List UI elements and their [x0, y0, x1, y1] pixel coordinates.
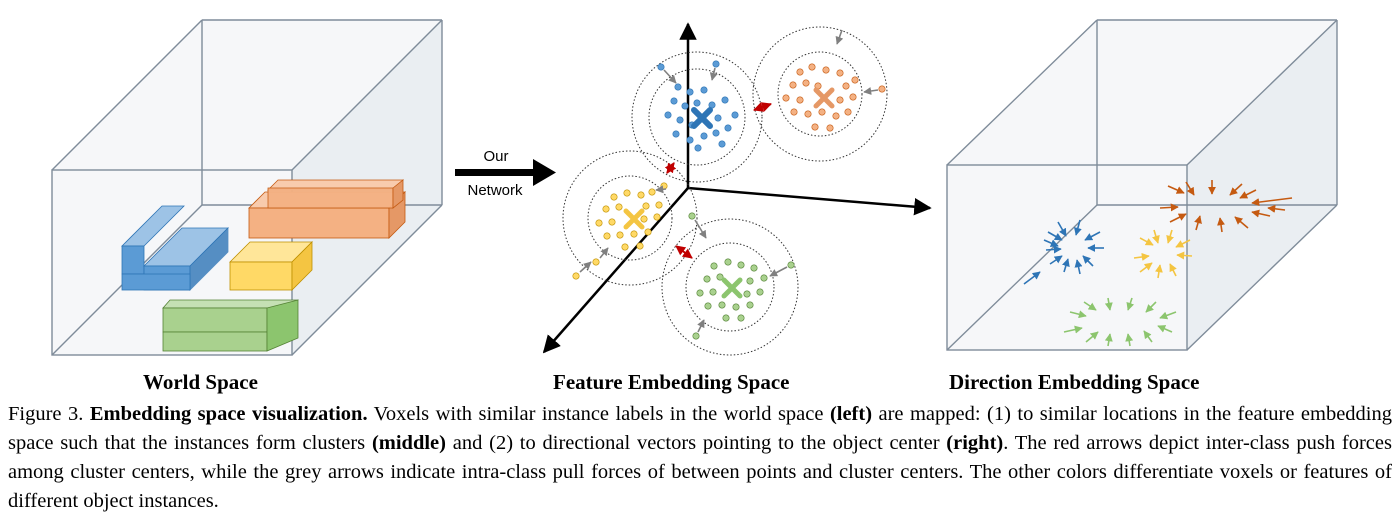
caption-text-1: Voxels with similar instance labels in t… [367, 403, 830, 425]
caption-title: Embedding space visualization. [89, 403, 368, 425]
caption-middle: (middle) [371, 432, 446, 454]
green-cluster [688, 212, 795, 340]
caption-left: (left) [829, 403, 873, 425]
orange-cluster [782, 63, 886, 132]
direction-embedding-space-label: Direction Embedding Space [949, 370, 1200, 394]
cluster-circles [562, 26, 888, 356]
yellow-center [623, 208, 645, 230]
feature-embedding-space-label: Feature Embedding Space [553, 370, 790, 394]
network-label-line2: Network [467, 182, 523, 199]
feature-axes [542, 22, 932, 354]
network-arrow [455, 159, 556, 186]
blue-cluster [657, 60, 739, 152]
figure-illustration: Our Network [51, 19, 1338, 356]
orange-center [813, 87, 835, 109]
direction-space-box [946, 19, 1338, 351]
blue-direction-vectors [1023, 219, 1104, 285]
blue-center [691, 107, 713, 129]
orange-direction-vectors [1159, 180, 1293, 233]
green-center [721, 277, 743, 299]
orange-object [248, 179, 406, 239]
yellow-object [229, 241, 313, 291]
network-label-line1: Our [483, 148, 508, 165]
pull-arrows [579, 29, 879, 333]
caption-text-4: . The red arrows depict inter-class push… [8, 432, 1392, 512]
figure-caption: Figure 3. Embedding space visualization.… [8, 400, 1392, 516]
caption-text-2: are mapped: (1) to similar locations in … [8, 403, 1393, 454]
world-space-label: World Space [143, 370, 258, 394]
caption-text-3: and (2) to directional vectors pointing … [445, 432, 947, 454]
blue-object [121, 205, 229, 291]
yellow-direction-vectors [1133, 229, 1193, 279]
green-direction-vectors [1063, 297, 1177, 347]
green-object [162, 299, 299, 352]
push-arrows [664, 102, 772, 259]
caption-right: (right) [946, 432, 1004, 454]
caption-figure-number: Figure 3. [8, 403, 84, 425]
